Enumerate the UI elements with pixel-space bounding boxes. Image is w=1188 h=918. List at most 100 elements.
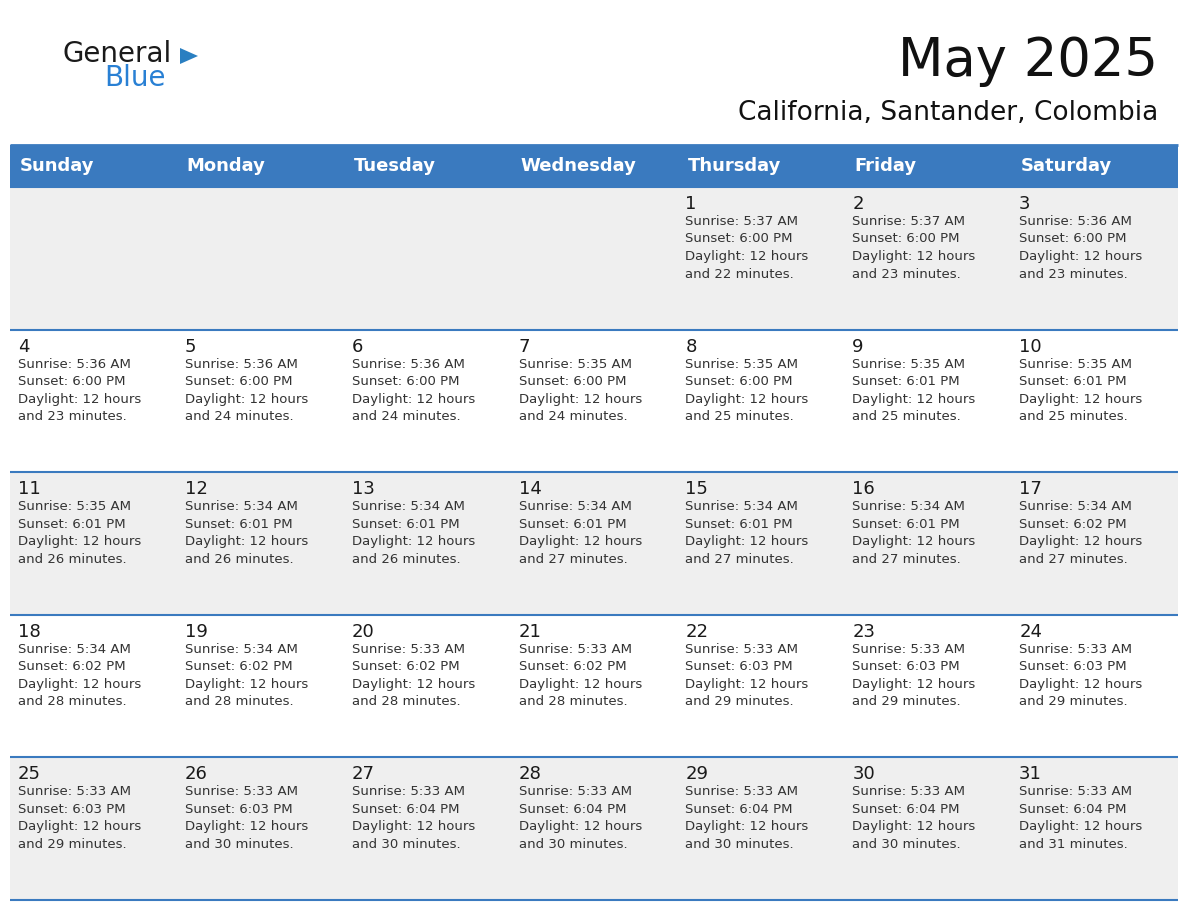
Text: Sunrise: 5:33 AM
Sunset: 6:03 PM
Daylight: 12 hours
and 29 minutes.: Sunrise: 5:33 AM Sunset: 6:03 PM Dayligh… [1019,643,1143,709]
Text: Blue: Blue [105,64,165,92]
Bar [10,615,177,757]
Bar [1011,145,1178,187]
Bar [845,757,1011,900]
Text: 20: 20 [352,622,374,641]
Text: 1: 1 [685,195,697,213]
Text: Sunrise: 5:34 AM
Sunset: 6:02 PM
Daylight: 12 hours
and 27 minutes.: Sunrise: 5:34 AM Sunset: 6:02 PM Dayligh… [1019,500,1143,565]
Text: Sunrise: 5:37 AM
Sunset: 6:00 PM
Daylight: 12 hours
and 22 minutes.: Sunrise: 5:37 AM Sunset: 6:00 PM Dayligh… [685,215,809,281]
Text: 31: 31 [1019,766,1042,783]
Text: 29: 29 [685,766,708,783]
Text: 21: 21 [519,622,542,641]
Text: Sunrise: 5:36 AM
Sunset: 6:00 PM
Daylight: 12 hours
and 23 minutes.: Sunrise: 5:36 AM Sunset: 6:00 PM Dayligh… [1019,215,1143,281]
Text: 23: 23 [852,622,876,641]
Text: 2: 2 [852,195,864,213]
Bar [677,330,845,472]
Text: 4: 4 [18,338,30,355]
Text: 10: 10 [1019,338,1042,355]
Text: Thursday: Thursday [688,157,781,175]
Text: 11: 11 [18,480,40,498]
Bar [511,615,677,757]
Text: 17: 17 [1019,480,1042,498]
Text: 19: 19 [185,622,208,641]
Text: 28: 28 [519,766,542,783]
Bar [511,187,677,330]
Text: Sunrise: 5:36 AM
Sunset: 6:00 PM
Daylight: 12 hours
and 24 minutes.: Sunrise: 5:36 AM Sunset: 6:00 PM Dayligh… [352,358,475,423]
Bar [10,330,177,472]
Text: Saturday: Saturday [1022,157,1112,175]
Bar [677,145,845,187]
Text: Sunrise: 5:34 AM
Sunset: 6:01 PM
Daylight: 12 hours
and 26 minutes.: Sunrise: 5:34 AM Sunset: 6:01 PM Dayligh… [185,500,308,565]
Text: Wednesday: Wednesday [520,157,637,175]
Bar [1011,615,1178,757]
Text: 6: 6 [352,338,364,355]
Text: Sunrise: 5:33 AM
Sunset: 6:04 PM
Daylight: 12 hours
and 31 minutes.: Sunrise: 5:33 AM Sunset: 6:04 PM Dayligh… [1019,786,1143,851]
Text: 7: 7 [519,338,530,355]
Text: Sunrise: 5:35 AM
Sunset: 6:01 PM
Daylight: 12 hours
and 25 minutes.: Sunrise: 5:35 AM Sunset: 6:01 PM Dayligh… [852,358,975,423]
Bar [177,615,343,757]
Text: 13: 13 [352,480,374,498]
Bar [511,330,677,472]
Bar [177,757,343,900]
Text: General: General [62,40,171,68]
Bar [845,472,1011,615]
Text: 9: 9 [852,338,864,355]
Bar [10,187,177,330]
Text: 30: 30 [852,766,876,783]
Text: Sunrise: 5:33 AM
Sunset: 6:03 PM
Daylight: 12 hours
and 30 minutes.: Sunrise: 5:33 AM Sunset: 6:03 PM Dayligh… [185,786,308,851]
Text: Sunrise: 5:33 AM
Sunset: 6:04 PM
Daylight: 12 hours
and 30 minutes.: Sunrise: 5:33 AM Sunset: 6:04 PM Dayligh… [852,786,975,851]
Bar [10,145,177,187]
Bar [1011,330,1178,472]
Text: Tuesday: Tuesday [354,157,436,175]
Bar [1011,472,1178,615]
Bar [845,187,1011,330]
Text: Sunrise: 5:33 AM
Sunset: 6:03 PM
Daylight: 12 hours
and 29 minutes.: Sunrise: 5:33 AM Sunset: 6:03 PM Dayligh… [18,786,141,851]
Bar [343,757,511,900]
Text: May 2025: May 2025 [898,35,1158,87]
Bar [177,187,343,330]
Bar [10,757,177,900]
Bar [511,145,677,187]
Bar [343,187,511,330]
Bar [511,757,677,900]
Polygon shape [181,48,198,64]
Text: Sunrise: 5:34 AM
Sunset: 6:01 PM
Daylight: 12 hours
and 27 minutes.: Sunrise: 5:34 AM Sunset: 6:01 PM Dayligh… [852,500,975,565]
Bar [343,330,511,472]
Text: 14: 14 [519,480,542,498]
Bar [677,472,845,615]
Text: California, Santander, Colombia: California, Santander, Colombia [738,100,1158,126]
Bar [343,615,511,757]
Bar [845,145,1011,187]
Bar [177,330,343,472]
Bar [845,615,1011,757]
Text: Sunrise: 5:36 AM
Sunset: 6:00 PM
Daylight: 12 hours
and 23 minutes.: Sunrise: 5:36 AM Sunset: 6:00 PM Dayligh… [18,358,141,423]
Bar [677,615,845,757]
Bar [343,145,511,187]
Text: Sunrise: 5:33 AM
Sunset: 6:04 PM
Daylight: 12 hours
and 30 minutes.: Sunrise: 5:33 AM Sunset: 6:04 PM Dayligh… [519,786,642,851]
Bar [343,472,511,615]
Bar [677,757,845,900]
Text: 26: 26 [185,766,208,783]
Text: 27: 27 [352,766,374,783]
Text: 15: 15 [685,480,708,498]
Text: Monday: Monday [187,157,266,175]
Bar [677,187,845,330]
Text: Sunrise: 5:34 AM
Sunset: 6:01 PM
Daylight: 12 hours
and 27 minutes.: Sunrise: 5:34 AM Sunset: 6:01 PM Dayligh… [685,500,809,565]
Text: Sunrise: 5:33 AM
Sunset: 6:02 PM
Daylight: 12 hours
and 28 minutes.: Sunrise: 5:33 AM Sunset: 6:02 PM Dayligh… [352,643,475,709]
Text: 12: 12 [185,480,208,498]
Text: Sunrise: 5:35 AM
Sunset: 6:01 PM
Daylight: 12 hours
and 25 minutes.: Sunrise: 5:35 AM Sunset: 6:01 PM Dayligh… [1019,358,1143,423]
Text: Sunrise: 5:34 AM
Sunset: 6:02 PM
Daylight: 12 hours
and 28 minutes.: Sunrise: 5:34 AM Sunset: 6:02 PM Dayligh… [185,643,308,709]
Text: Sunrise: 5:37 AM
Sunset: 6:00 PM
Daylight: 12 hours
and 23 minutes.: Sunrise: 5:37 AM Sunset: 6:00 PM Dayligh… [852,215,975,281]
Bar [1011,187,1178,330]
Text: Sunrise: 5:33 AM
Sunset: 6:02 PM
Daylight: 12 hours
and 28 minutes.: Sunrise: 5:33 AM Sunset: 6:02 PM Dayligh… [519,643,642,709]
Text: Sunrise: 5:35 AM
Sunset: 6:00 PM
Daylight: 12 hours
and 25 minutes.: Sunrise: 5:35 AM Sunset: 6:00 PM Dayligh… [685,358,809,423]
Text: Sunrise: 5:34 AM
Sunset: 6:02 PM
Daylight: 12 hours
and 28 minutes.: Sunrise: 5:34 AM Sunset: 6:02 PM Dayligh… [18,643,141,709]
Text: 3: 3 [1019,195,1031,213]
Text: Sunday: Sunday [20,157,95,175]
Text: Sunrise: 5:35 AM
Sunset: 6:01 PM
Daylight: 12 hours
and 26 minutes.: Sunrise: 5:35 AM Sunset: 6:01 PM Dayligh… [18,500,141,565]
Text: Sunrise: 5:36 AM
Sunset: 6:00 PM
Daylight: 12 hours
and 24 minutes.: Sunrise: 5:36 AM Sunset: 6:00 PM Dayligh… [185,358,308,423]
Bar [845,330,1011,472]
Text: Sunrise: 5:33 AM
Sunset: 6:03 PM
Daylight: 12 hours
and 29 minutes.: Sunrise: 5:33 AM Sunset: 6:03 PM Dayligh… [852,643,975,709]
Text: Sunrise: 5:35 AM
Sunset: 6:00 PM
Daylight: 12 hours
and 24 minutes.: Sunrise: 5:35 AM Sunset: 6:00 PM Dayligh… [519,358,642,423]
Text: Sunrise: 5:33 AM
Sunset: 6:04 PM
Daylight: 12 hours
and 30 minutes.: Sunrise: 5:33 AM Sunset: 6:04 PM Dayligh… [685,786,809,851]
Text: Friday: Friday [854,157,916,175]
